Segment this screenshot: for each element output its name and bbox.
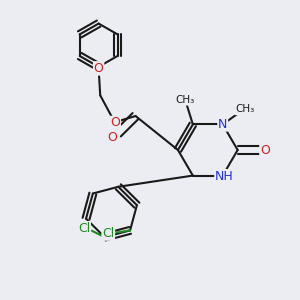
Text: O: O [260, 143, 270, 157]
Text: CH₃: CH₃ [175, 95, 194, 105]
Text: N: N [218, 118, 227, 131]
Text: O: O [107, 131, 117, 144]
Text: O: O [110, 116, 120, 130]
Text: O: O [94, 62, 103, 75]
Text: Cl: Cl [102, 227, 114, 240]
Text: Cl: Cl [78, 222, 90, 235]
Text: NH: NH [215, 170, 234, 183]
Text: CH₃: CH₃ [235, 104, 254, 115]
